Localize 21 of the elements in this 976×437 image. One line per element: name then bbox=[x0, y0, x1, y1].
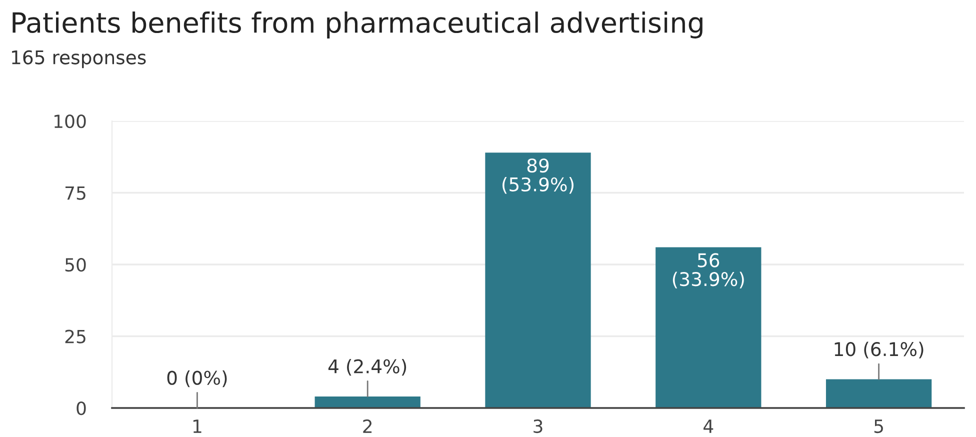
x-tick-label: 3 bbox=[534, 419, 542, 434]
data-label: 0 (0%) bbox=[167, 370, 227, 388]
chart-subtitle: 165 responses bbox=[12, 50, 146, 68]
x-tick-label: 2 bbox=[363, 419, 372, 433]
bar bbox=[314, 396, 420, 408]
y-tick-label: 25 bbox=[65, 330, 86, 344]
x-tick-label: 1 bbox=[193, 420, 202, 433]
y-tick-label: 75 bbox=[66, 186, 86, 200]
y-tick-label: 0 bbox=[76, 401, 86, 416]
bar bbox=[485, 152, 591, 408]
data-label: 56 (33.9%) bbox=[672, 253, 744, 288]
y-tick-label: 100 bbox=[54, 114, 86, 128]
data-label: 10 (6.1%) bbox=[834, 342, 924, 358]
y-tick-label: 50 bbox=[65, 258, 86, 272]
x-tick-label: 5 bbox=[874, 420, 883, 434]
x-tick-label: 4 bbox=[704, 420, 714, 433]
bar bbox=[826, 379, 932, 408]
chart-title: Patients benefits from pharmaceutical advertising bbox=[12, 12, 702, 38]
bar bbox=[656, 247, 762, 408]
data-label: 89 (53.9%) bbox=[502, 158, 574, 194]
data-label: 4 (2.4%) bbox=[328, 358, 406, 376]
